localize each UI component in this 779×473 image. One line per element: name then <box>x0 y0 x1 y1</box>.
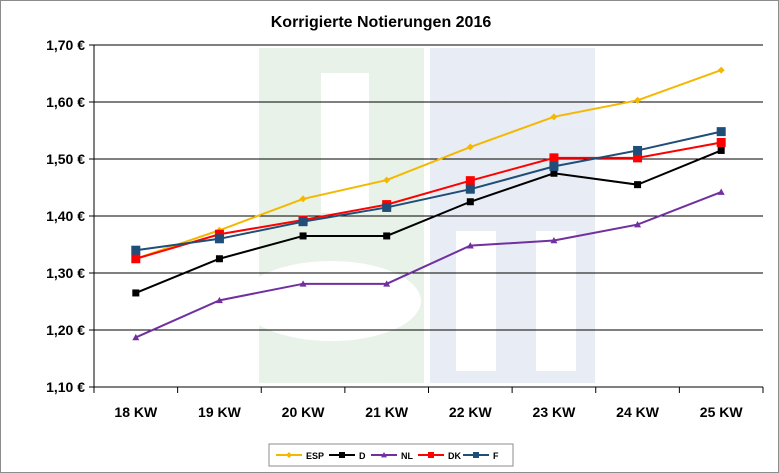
data-point <box>633 153 643 163</box>
series-layer <box>131 66 726 341</box>
data-point <box>716 127 726 137</box>
x-tick-label: 21 KW <box>365 404 409 420</box>
x-axis-ticks: 18 KW 19 KW 20 KW 21 KW 22 KW 23 KW 24 KW 25 KW <box>93 387 764 420</box>
legend-label: NL <box>401 451 413 461</box>
legend: ESP D NL DK F <box>268 443 514 467</box>
x-tick-label: 19 KW <box>198 404 242 420</box>
y-tick-label: 1,20 € <box>46 322 85 338</box>
data-point <box>633 145 643 155</box>
data-point <box>214 234 224 244</box>
chart-title: Korrigierte Notierungen 2016 <box>271 14 492 31</box>
data-point <box>286 452 292 458</box>
x-tick-label: 18 KW <box>114 404 158 420</box>
data-point <box>214 229 224 239</box>
series-line <box>135 149 722 294</box>
data-point <box>382 202 392 212</box>
data-point <box>550 113 558 121</box>
series-line <box>135 69 722 260</box>
data-point <box>717 188 725 195</box>
y-tick-label: 1,40 € <box>46 208 85 224</box>
legend-label: DK <box>448 451 461 461</box>
series-f <box>131 127 726 255</box>
x-tick-label: 23 KW <box>533 404 577 420</box>
data-point <box>716 137 726 147</box>
legend-label: F <box>493 451 499 461</box>
data-point <box>473 452 479 458</box>
legend-item-dk: DK <box>418 451 461 461</box>
data-point <box>298 217 308 227</box>
data-point <box>428 452 434 458</box>
series-line <box>135 191 722 339</box>
data-point <box>383 176 391 184</box>
x-tick-label: 22 KW <box>449 404 493 420</box>
series-line <box>135 130 722 252</box>
series-d <box>132 146 725 297</box>
data-point <box>550 169 558 177</box>
y-tick-label: 1,60 € <box>46 94 85 110</box>
data-point <box>131 245 141 255</box>
data-point <box>634 181 642 189</box>
data-point <box>383 280 391 287</box>
x-tick-label: 20 KW <box>282 404 326 420</box>
legend-item-f: F <box>463 451 499 461</box>
data-point <box>465 184 475 194</box>
data-point <box>549 153 559 163</box>
data-point <box>465 176 475 186</box>
x-tick-label: 25 KW <box>700 404 744 420</box>
data-point <box>381 452 387 458</box>
gridlines <box>94 44 763 331</box>
data-point <box>550 237 558 244</box>
legend-item-nl: NL <box>371 451 413 461</box>
data-point <box>466 198 474 206</box>
data-point <box>717 146 725 154</box>
series-line <box>135 141 722 260</box>
series-nl <box>132 188 725 341</box>
y-tick-label: 1,70 € <box>46 37 85 53</box>
legend-item-d: D <box>329 451 366 461</box>
y-axis-ticks: 1,10 € 1,20 € 1,30 € 1,40 € 1,50 € 1,60 € 1,70… <box>46 37 94 395</box>
data-point <box>132 333 140 341</box>
data-point <box>132 289 140 297</box>
data-point <box>131 254 141 264</box>
data-point <box>339 452 345 458</box>
data-point <box>299 232 307 240</box>
legend-item-esp: ESP <box>276 451 324 461</box>
data-point <box>549 161 559 171</box>
legend-label: ESP <box>306 451 324 461</box>
data-point <box>215 255 223 263</box>
data-point <box>634 221 642 228</box>
data-point <box>299 280 307 287</box>
y-tick-label: 1,30 € <box>46 265 85 281</box>
series-dk <box>131 137 726 264</box>
data-point <box>466 143 474 151</box>
data-point <box>215 296 223 304</box>
y-tick-label: 1,50 € <box>46 151 85 167</box>
data-point <box>466 242 474 249</box>
data-point <box>299 195 307 203</box>
x-tick-label: 24 KW <box>616 404 660 420</box>
data-point <box>634 96 642 104</box>
data-point <box>383 232 391 240</box>
legend-label: D <box>359 451 366 461</box>
data-point <box>717 66 725 74</box>
y-tick-label: 1,10 € <box>46 379 85 395</box>
